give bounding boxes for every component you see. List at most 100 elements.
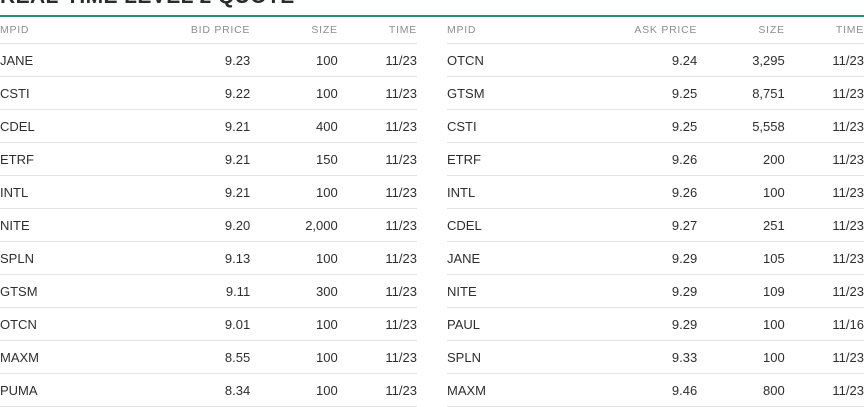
- table-row[interactable]: NITE 9.20 2,000 11/23: [0, 208, 417, 242]
- table-row[interactable]: CDEL 9.27 251 11/23: [447, 208, 864, 242]
- ask-cell-price: 9.46: [580, 373, 698, 407]
- ask-cell-size: 8,751: [697, 76, 785, 110]
- page-title: REAL-TIME LEVEL 2 QUOTE: [0, 0, 295, 10]
- ask-cell-price: 9.24: [580, 43, 698, 77]
- bid-cell-size: 300: [250, 274, 338, 308]
- bid-col-header-mpid[interactable]: MPID: [0, 19, 134, 44]
- bid-cell-price: 8.34: [133, 373, 251, 407]
- ask-cell-time: 11/23: [784, 76, 864, 110]
- table-row[interactable]: CSTI 9.22 100 11/23: [0, 76, 417, 110]
- bid-cell-mpid: INTL: [0, 175, 134, 209]
- ask-cell-mpid: INTL: [447, 175, 581, 209]
- table-row[interactable]: NITE 9.29 109 11/23: [447, 274, 864, 308]
- table-row[interactable]: ETRF 9.21 150 11/23: [0, 142, 417, 176]
- bid-cell-price: 9.20: [133, 208, 251, 242]
- ask-cell-time: 11/23: [784, 340, 864, 374]
- ask-cell-mpid: NITE: [447, 274, 581, 308]
- table-row[interactable]: OTCN 9.01 100 11/23: [0, 307, 417, 341]
- ask-header-row: MPID ASK PRICE SIZE TIME: [447, 19, 864, 44]
- ask-cell-size: 200: [697, 142, 785, 176]
- ask-pane: MPID ASK PRICE SIZE TIME OTCN 9.24 3,295 11…: [447, 19, 864, 407]
- table-row[interactable]: SPLN 9.33 100 11/23: [447, 340, 864, 374]
- bid-book-body: JANE 9.23 100 11/23 CSTI 9.22 100 11/23 CDEL 9.21…: [0, 43, 417, 407]
- table-row[interactable]: INTL 9.26 100 11/23: [447, 175, 864, 209]
- ask-col-header-mpid[interactable]: MPID: [447, 19, 581, 44]
- table-row[interactable]: CSTI 9.25 5,558 11/23: [447, 109, 864, 143]
- bid-cell-time: 11/23: [337, 43, 417, 77]
- ask-cell-price: 9.29: [580, 274, 698, 308]
- ask-cell-time: 11/23: [784, 373, 864, 407]
- ask-cell-time: 11/23: [784, 208, 864, 242]
- table-row[interactable]: MAXM 8.55 100 11/23: [0, 340, 417, 374]
- ask-book-header: MPID ASK PRICE SIZE TIME: [447, 19, 864, 44]
- ask-cell-price: 9.25: [580, 76, 698, 110]
- ask-cell-size: 105: [697, 241, 785, 275]
- bid-col-header-size[interactable]: SIZE: [250, 19, 338, 44]
- ask-cell-mpid: MAXM: [447, 373, 581, 407]
- bid-cell-time: 11/23: [337, 340, 417, 374]
- table-row[interactable]: PUMA 8.34 100 11/23: [0, 373, 417, 407]
- ask-cell-size: 800: [697, 373, 785, 407]
- bid-cell-price: 9.13: [133, 241, 251, 275]
- ask-cell-mpid: CSTI: [447, 109, 581, 143]
- title-accent-rule: [0, 15, 864, 17]
- ask-cell-time: 11/23: [784, 109, 864, 143]
- ask-cell-time: 11/23: [784, 43, 864, 77]
- table-row[interactable]: SPLN 9.13 100 11/23: [0, 241, 417, 275]
- ask-cell-time: 11/23: [784, 241, 864, 275]
- bid-cell-price: 9.21: [133, 175, 251, 209]
- bid-cell-price: 9.21: [133, 109, 251, 143]
- table-row[interactable]: INTL 9.21 100 11/23: [0, 175, 417, 209]
- bid-cell-time: 11/23: [337, 274, 417, 308]
- bid-cell-price: 9.21: [133, 142, 251, 176]
- bid-cell-size: 2,000: [250, 208, 338, 242]
- bid-cell-mpid: MAXM: [0, 340, 134, 374]
- ask-cell-mpid: SPLN: [447, 340, 581, 374]
- ask-col-header-time[interactable]: TIME: [784, 19, 864, 44]
- table-row[interactable]: GTSM 9.25 8,751 11/23: [447, 76, 864, 110]
- ask-cell-mpid: PAUL: [447, 307, 581, 341]
- quote-panes: MPID BID PRICE SIZE TIME JANE 9.23 100 11/2…: [0, 19, 864, 407]
- table-row[interactable]: OTCN 9.24 3,295 11/23: [447, 43, 864, 77]
- bid-cell-price: 8.55: [133, 340, 251, 374]
- table-row[interactable]: JANE 9.23 100 11/23: [0, 43, 417, 77]
- ask-col-header-price[interactable]: ASK PRICE: [580, 19, 698, 44]
- ask-cell-time: 11/23: [784, 274, 864, 308]
- bid-cell-price: 9.23: [133, 43, 251, 77]
- bid-cell-size: 100: [250, 373, 338, 407]
- table-row[interactable]: ETRF 9.26 200 11/23: [447, 142, 864, 176]
- bid-cell-size: 100: [250, 241, 338, 275]
- ask-cell-size: 100: [697, 175, 785, 209]
- ask-cell-size: 5,558: [697, 109, 785, 143]
- bid-cell-time: 11/23: [337, 373, 417, 407]
- ask-col-header-size[interactable]: SIZE: [697, 19, 785, 44]
- ask-book-table: MPID ASK PRICE SIZE TIME OTCN 9.24 3,295 11…: [447, 19, 864, 407]
- bid-book-header: MPID BID PRICE SIZE TIME: [0, 19, 417, 44]
- table-row[interactable]: JANE 9.29 105 11/23: [447, 241, 864, 275]
- ask-cell-size: 100: [697, 340, 785, 374]
- bid-cell-time: 11/23: [337, 175, 417, 209]
- ask-cell-time: 11/16: [784, 307, 864, 341]
- bid-cell-mpid: CDEL: [0, 109, 134, 143]
- ask-cell-size: 251: [697, 208, 785, 242]
- table-row[interactable]: PAUL 9.29 100 11/16: [447, 307, 864, 341]
- bid-cell-mpid: GTSM: [0, 274, 134, 308]
- table-row[interactable]: MAXM 9.46 800 11/23: [447, 373, 864, 407]
- bid-col-header-time[interactable]: TIME: [337, 19, 417, 44]
- bid-col-header-price[interactable]: BID PRICE: [133, 19, 251, 44]
- ask-cell-size: 100: [697, 307, 785, 341]
- ask-cell-price: 9.33: [580, 340, 698, 374]
- bid-cell-time: 11/23: [337, 208, 417, 242]
- bid-cell-price: 9.01: [133, 307, 251, 341]
- bid-cell-size: 100: [250, 43, 338, 77]
- table-row[interactable]: CDEL 9.21 400 11/23: [0, 109, 417, 143]
- bid-header-row: MPID BID PRICE SIZE TIME: [0, 19, 417, 44]
- bid-book-table: MPID BID PRICE SIZE TIME JANE 9.23 100 11/2…: [0, 19, 417, 407]
- ask-cell-mpid: CDEL: [447, 208, 581, 242]
- bid-cell-size: 100: [250, 307, 338, 341]
- ask-cell-size: 109: [697, 274, 785, 308]
- bid-cell-time: 11/23: [337, 76, 417, 110]
- table-row[interactable]: GTSM 9.11 300 11/23: [0, 274, 417, 308]
- ask-book-body: OTCN 9.24 3,295 11/23 GTSM 9.25 8,751 11/23 CSTI…: [447, 43, 864, 407]
- ask-cell-price: 9.26: [580, 175, 698, 209]
